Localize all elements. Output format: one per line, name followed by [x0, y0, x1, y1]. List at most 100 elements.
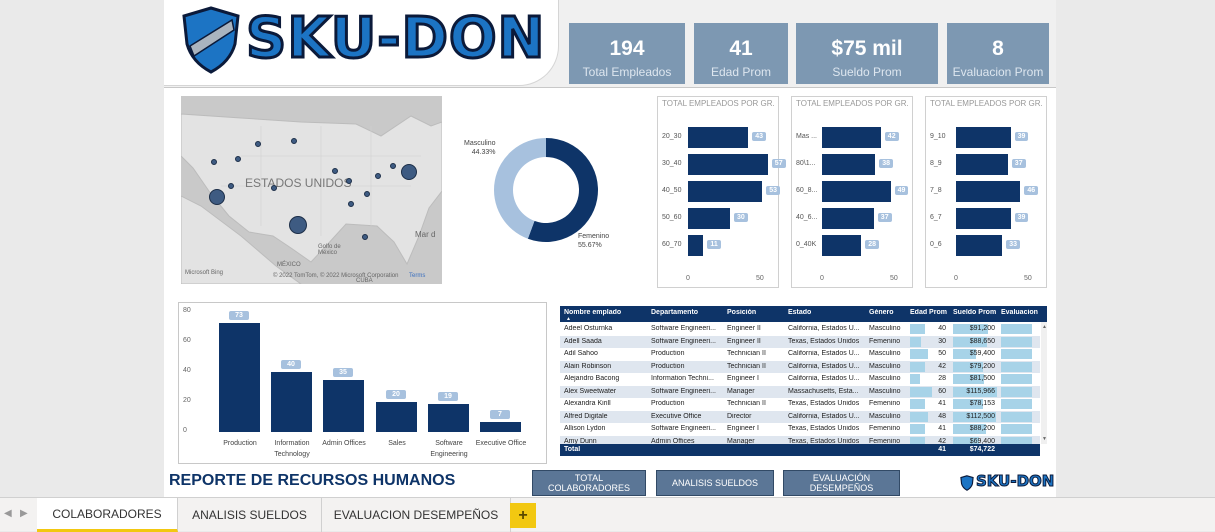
table-cell: Alfred Digitale: [564, 412, 608, 420]
department-bar[interactable]: [271, 372, 312, 432]
bar[interactable]: [822, 235, 862, 256]
bar-panel-evaluacion[interactable]: TOTAL EMPLEADOS POR GR... 9_10 39 8_9 37 7_8…: [925, 96, 1047, 288]
employee-table[interactable]: Nombre emplado Departamento Posición Est…: [560, 306, 1047, 456]
gender-donut-chart[interactable]: Masculino 44.33% Femenino 55.67%: [456, 132, 636, 262]
scroll-down-icon[interactable]: ▼: [1042, 436, 1047, 442]
bar[interactable]: [822, 181, 891, 202]
table-row[interactable]: Adeel Osturnka Software Engineeri... Engin…: [560, 323, 1040, 336]
map-bubble[interactable]: [235, 156, 241, 162]
donut-slice[interactable]: [493, 138, 546, 239]
x-category-label: Admin Offices: [322, 440, 366, 447]
tab-analisis-sueldos[interactable]: ANALISIS SUELDOS: [178, 498, 322, 532]
bar[interactable]: [956, 208, 1011, 229]
bar[interactable]: [822, 154, 876, 175]
department-bar[interactable]: [323, 379, 364, 432]
table-cell: Software Engineeri...: [651, 387, 716, 395]
bar[interactable]: [822, 127, 881, 148]
bar[interactable]: [956, 181, 1021, 202]
table-row[interactable]: Alfred Digitale Executive Office Director C…: [560, 410, 1040, 423]
table-row[interactable]: Adil Sahoo Production Technician II Califor…: [560, 348, 1040, 361]
employee-map[interactable]: ESTADOS UNIDOS Golfo de México MÉXICO Ma…: [181, 96, 442, 284]
bar-panel-sueldo[interactable]: TOTAL EMPLEADOS POR GR... Mas ... 42 80\1.…: [791, 96, 913, 288]
bar-data-label: 73: [229, 310, 249, 320]
bar[interactable]: [956, 235, 1003, 256]
table-cell: California, Estados U...: [788, 362, 860, 370]
table-row[interactable]: Alexandra Kirill Production Technician II T…: [560, 398, 1040, 411]
table-cell: Adil Sahoo: [564, 350, 598, 357]
col-posicion[interactable]: Posición: [727, 309, 757, 316]
table-cell-age: 48: [938, 412, 946, 420]
map-bubble[interactable]: [364, 191, 370, 197]
tab-colaboradores[interactable]: COLABORADORES: [37, 498, 178, 532]
map-bubble[interactable]: [346, 178, 352, 184]
map-bubble[interactable]: [401, 164, 417, 180]
table-row[interactable]: Adell Saada Software Engineeri... Engineer…: [560, 335, 1040, 348]
table-cell-age: 41: [938, 425, 946, 432]
map-bubble[interactable]: [291, 138, 297, 144]
table-row[interactable]: Alain Robinson Production Technician II Cal…: [560, 360, 1040, 373]
map-bubble[interactable]: [375, 173, 381, 179]
salary-data-bar: [953, 336, 987, 347]
col-estado[interactable]: Estado: [788, 309, 812, 316]
table-row[interactable]: Allison Lydon Software Engineeri... Engine…: [560, 423, 1040, 436]
scroll-up-icon[interactable]: ▲: [1042, 324, 1047, 330]
bar[interactable]: [688, 127, 749, 148]
next-page-icon[interactable]: ▶: [20, 508, 28, 519]
map-bubble[interactable]: [348, 201, 354, 207]
nav-evaluacion-desempenos-button[interactable]: EVALUACIÓN DESEMPEÑOS: [783, 470, 900, 496]
donut-slice[interactable]: [527, 138, 598, 242]
table-scrollbar[interactable]: ▲ ▼: [1041, 322, 1047, 444]
col-evaluacion[interactable]: Evaluacion: [1001, 309, 1038, 316]
kpi-sueldo-prom: $75 mil Sueldo Prom: [796, 23, 938, 84]
table-cell-age: 40: [938, 325, 946, 332]
bar-category-label: 0_40K: [796, 241, 817, 248]
bar-data-label: 46: [1024, 186, 1039, 195]
col-sueldo[interactable]: Sueldo Prom: [953, 309, 997, 316]
map-bubble[interactable]: [209, 189, 225, 205]
department-bar[interactable]: [428, 403, 469, 432]
col-nombre[interactable]: Nombre emplado: [564, 309, 622, 316]
bar-data-label: 53: [766, 186, 780, 195]
bar[interactable]: [956, 127, 1011, 148]
map-bubble[interactable]: [271, 185, 277, 191]
table-cell: Alain Robinson: [564, 362, 612, 370]
map-bubble[interactable]: [390, 163, 396, 169]
map-bubble[interactable]: [255, 141, 261, 147]
total-salary: $74,722: [969, 446, 995, 453]
col-genero[interactable]: Género: [869, 309, 894, 316]
bar[interactable]: [688, 208, 730, 229]
evaluation-data-bar: [1001, 374, 1033, 384]
table-cell: Software Engineeri...: [651, 425, 716, 432]
map-bubble[interactable]: [362, 234, 368, 240]
table-row[interactable]: Alejandro Bacong Information Techni... Eng…: [560, 373, 1040, 386]
tab-evaluacion-desempenos[interactable]: EVALUACION DESEMPEÑOS: [322, 498, 511, 532]
bar-panel-edad[interactable]: TOTAL EMPLEADOS POR GR... 20_30 43 30_40 57…: [657, 96, 786, 288]
nav-analisis-sueldos-button[interactable]: ANALISIS SUELDOS: [656, 470, 774, 496]
map-bubble[interactable]: [211, 159, 217, 165]
map-bubble[interactable]: [289, 216, 307, 234]
table-cell: Masculino: [869, 325, 901, 332]
age-data-bar: [910, 374, 921, 384]
bar[interactable]: [956, 154, 1008, 175]
map-terms-link[interactable]: Terms: [409, 273, 426, 279]
col-departamento[interactable]: Departamento: [651, 309, 699, 316]
table-cell: Texas, Estados Unidos: [788, 337, 860, 345]
sort-asc-icon[interactable]: ▲: [566, 316, 571, 322]
department-bar[interactable]: [219, 322, 260, 432]
bar[interactable]: [688, 154, 768, 175]
nav-total-colaboradores-button[interactable]: TOTAL COLABORADORES: [532, 470, 646, 496]
bar[interactable]: [688, 235, 704, 256]
bar[interactable]: [822, 208, 874, 229]
table-row[interactable]: Alex Sweetwater Software Engineeri... Mana…: [560, 385, 1040, 398]
map-bubble[interactable]: [228, 183, 234, 189]
map-gulf-label: Golfo de México: [318, 244, 341, 256]
department-bar[interactable]: [480, 421, 521, 432]
map-bubble[interactable]: [332, 168, 338, 174]
department-bar-chart[interactable]: 0 20 40 60 80 73 Production 40 Information Techn…: [178, 302, 547, 464]
department-bar[interactable]: [376, 402, 417, 432]
add-page-button[interactable]: +: [510, 503, 536, 528]
prev-page-icon[interactable]: ◀: [4, 508, 12, 519]
bar[interactable]: [688, 181, 763, 202]
donut-slice-label: Masculino: [464, 140, 496, 147]
col-edad[interactable]: Edad Prom: [910, 309, 947, 316]
